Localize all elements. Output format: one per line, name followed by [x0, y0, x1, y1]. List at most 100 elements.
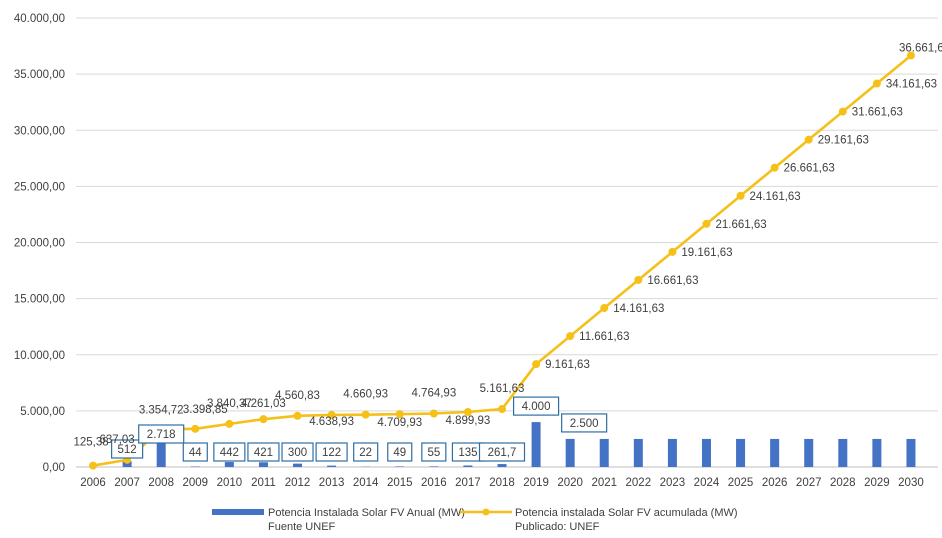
x-tick-label: 2012	[285, 477, 311, 489]
bar	[702, 439, 711, 467]
gridlines	[76, 18, 938, 467]
bar-value-label: 421	[248, 443, 279, 461]
x-tick-label: 2017	[455, 477, 481, 489]
line-point	[668, 248, 676, 256]
line-point	[430, 410, 438, 418]
bar-label-text: 44	[189, 447, 202, 459]
line-value-label: 34.161,63	[886, 79, 937, 91]
legend-sub-bar: Fuente UNEF	[268, 521, 336, 533]
x-tick-label: 2018	[489, 477, 515, 489]
y-tick-label: 25.000,00	[14, 181, 65, 193]
x-tick-label: 2014	[353, 477, 379, 489]
bar	[259, 462, 268, 467]
line-point	[600, 304, 608, 312]
line-point	[634, 276, 642, 284]
line-point	[771, 164, 779, 172]
line-value-label: 4.764,93	[411, 388, 456, 400]
bar	[736, 439, 745, 467]
line-point	[259, 415, 267, 423]
bar-value-label: 261,7	[480, 443, 525, 461]
line-value-label: 4.899,93	[446, 415, 491, 427]
bar	[498, 464, 507, 467]
line-value-label: 29.161,63	[818, 135, 869, 147]
bar	[429, 466, 438, 467]
bar-value-label: 2.500	[562, 414, 607, 432]
legend-sub-line: Publicado: UNEF	[515, 521, 600, 533]
legend-swatch-bar	[212, 509, 264, 515]
bar	[770, 439, 779, 467]
bar-value-label: 22	[354, 443, 378, 461]
line-value-label: 11.661,63	[579, 331, 629, 343]
bar	[804, 439, 813, 467]
x-tick-label: 2020	[557, 477, 583, 489]
bar-label-text: 300	[288, 447, 307, 459]
legend-swatch-marker	[483, 509, 490, 516]
bar-value-label: 49	[388, 443, 412, 461]
x-tick-label: 2028	[830, 477, 856, 489]
x-tick-label: 2026	[762, 477, 788, 489]
y-tick-label: 20.000,00	[14, 238, 65, 250]
bar	[906, 439, 915, 467]
line-value-label: 36.661,63	[899, 42, 942, 54]
bar-value-label: 4.000	[514, 397, 559, 415]
line-point	[566, 332, 574, 340]
bar-label-text: 421	[254, 447, 273, 459]
y-tick-label: 40.000,00	[14, 13, 65, 25]
bar	[532, 422, 541, 467]
y-axis-ticks: 0,005.000,0010.000,0015.000,0020.000,002…	[14, 13, 65, 474]
bar-label-text: 49	[393, 447, 406, 459]
line-value-label: 14.161,63	[613, 303, 664, 315]
y-tick-label: 30.000,00	[14, 125, 65, 137]
x-tick-label: 2024	[694, 477, 720, 489]
bar-value-label: 442	[214, 443, 245, 461]
line-value-label: 26.661,63	[784, 163, 835, 175]
bar-label-text: 2.500	[570, 418, 599, 430]
x-tick-label: 2011	[251, 477, 276, 489]
line-point	[839, 108, 847, 116]
bar	[293, 464, 302, 467]
bar-label-text: 22	[359, 447, 372, 459]
x-tick-label: 2029	[864, 477, 890, 489]
legend-label-line: Potencia instalada Solar FV acumulada (M…	[515, 507, 738, 519]
bar	[225, 462, 234, 467]
line-value-label: 16.661,63	[647, 275, 698, 287]
y-tick-label: 10.000,00	[14, 350, 65, 362]
bar-value-label: 135	[452, 443, 483, 461]
y-tick-label: 5.000,00	[20, 406, 65, 418]
x-tick-label: 2006	[80, 477, 106, 489]
bar	[600, 439, 609, 467]
line-point	[225, 420, 233, 428]
line-value-label: 31.661,63	[852, 107, 903, 119]
line-point	[294, 412, 302, 420]
bar-value-label: 2.718	[139, 425, 184, 443]
line-value-label: 637,03	[100, 434, 135, 446]
x-tick-label: 2007	[114, 477, 140, 489]
x-tick-label: 2013	[319, 477, 345, 489]
x-tick-label: 2008	[148, 477, 174, 489]
bar-label-text: 4.000	[522, 401, 551, 413]
x-tick-label: 2025	[728, 477, 754, 489]
x-tick-label: 2021	[591, 477, 617, 489]
line-point	[498, 405, 506, 413]
bar-value-label: 122	[316, 443, 347, 461]
bar	[463, 465, 472, 467]
bar	[872, 439, 881, 467]
x-tick-label: 2019	[523, 477, 549, 489]
x-tick-label: 2027	[796, 477, 822, 489]
x-tick-label: 2015	[387, 477, 413, 489]
line-point	[702, 220, 710, 228]
bar-value-label: 300	[282, 443, 313, 461]
bar-label-text: 2.718	[147, 429, 176, 441]
line-value-label: 4.638,93	[309, 416, 354, 428]
x-tick-label: 2010	[217, 477, 243, 489]
x-tick-label: 2023	[660, 477, 686, 489]
bar-value-label: 55	[422, 443, 446, 461]
line-point	[805, 136, 813, 144]
bar-label-text: 135	[458, 447, 477, 459]
line-value-label: 4.560,83	[275, 390, 320, 402]
bar	[668, 439, 677, 467]
y-tick-label: 35.000,00	[14, 69, 65, 81]
legend: Potencia Instalada Solar FV Anual (MW) F…	[212, 507, 738, 533]
